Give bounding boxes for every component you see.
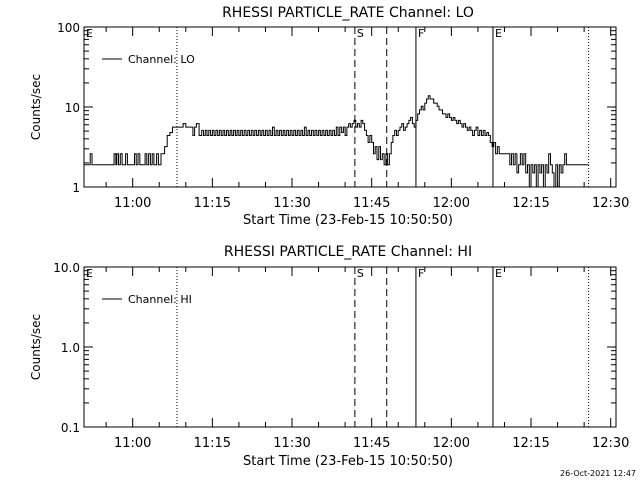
x-tick-label: 11:00	[114, 436, 151, 451]
plot-frame	[83, 266, 617, 428]
legend-label: Channel: HI	[128, 293, 192, 306]
plot-frame	[83, 26, 617, 188]
y-tick-label: 10	[65, 101, 80, 115]
x-tick-label: 11:30	[273, 196, 310, 211]
x-ticks: 11:00 11:15 11:30 11:45 12:00 12:15 12:30	[105, 267, 629, 451]
y-ticks: 1 10 100	[57, 21, 616, 195]
chart-title: RHESSI PARTICLE_RATE Channel: HI	[224, 244, 472, 260]
x-tick-label: 12:00	[433, 436, 470, 451]
x-tick-label: 12:15	[512, 436, 549, 451]
marker-label: F	[418, 27, 424, 40]
y-tick-label: 100	[57, 21, 80, 35]
y-tick-label: 1.0	[61, 341, 80, 355]
legend-label: Channel: LO	[128, 53, 195, 66]
x-tick-label: 11:45	[353, 196, 390, 211]
marker-label: S	[357, 27, 364, 40]
x-tick-label: 11:30	[273, 436, 310, 451]
x-axis-label: Start Time (23-Feb-15 10:50:50)	[243, 213, 453, 228]
y-axis-label: Counts/sec	[29, 74, 43, 140]
chart-title: RHESSI PARTICLE_RATE Channel: LO	[222, 5, 474, 21]
marker-label: E	[495, 267, 502, 280]
y-tick-label: 10.0	[53, 261, 80, 275]
y-ticks: 0.1 1.0 10.0	[53, 261, 616, 435]
y-tick-label: 0.1	[61, 421, 80, 435]
marker-label: E	[495, 27, 502, 40]
x-tick-label: 12:15	[512, 196, 549, 211]
series-layer	[84, 95, 589, 188]
y-axis-label: Counts/sec	[29, 314, 43, 380]
marker-label: S	[357, 267, 364, 280]
footer-timestamp: 26-Oct-2021 12:47	[560, 469, 636, 478]
x-axis-label: Start Time (23-Feb-15 10:50:50)	[243, 454, 453, 469]
x-tick-label: 12:30	[592, 196, 629, 211]
marker-label: E	[86, 27, 93, 40]
x-tick-label: 12:00	[433, 196, 470, 211]
x-ticks: 11:00 11:15 11:30 11:45 12:00 12:15 12:30	[105, 27, 629, 211]
legend: Channel: LO	[102, 53, 195, 66]
x-tick-label: 11:00	[114, 196, 151, 211]
x-tick-label: 11:45	[353, 436, 390, 451]
x-tick-label: 11:15	[194, 436, 231, 451]
marker-label: E	[86, 267, 93, 280]
panel-lo: RHESSI PARTICLE_RATE Channel: LO Counts/…	[29, 5, 629, 228]
legend: Channel: HI	[102, 293, 192, 306]
y-tick-label: 1	[72, 181, 80, 195]
x-tick-label: 11:15	[194, 196, 231, 211]
panel-hi: RHESSI PARTICLE_RATE Channel: HI Counts/…	[29, 244, 629, 469]
x-tick-label: 12:30	[592, 436, 629, 451]
series-line	[84, 95, 589, 188]
marker-label: F	[418, 267, 424, 280]
